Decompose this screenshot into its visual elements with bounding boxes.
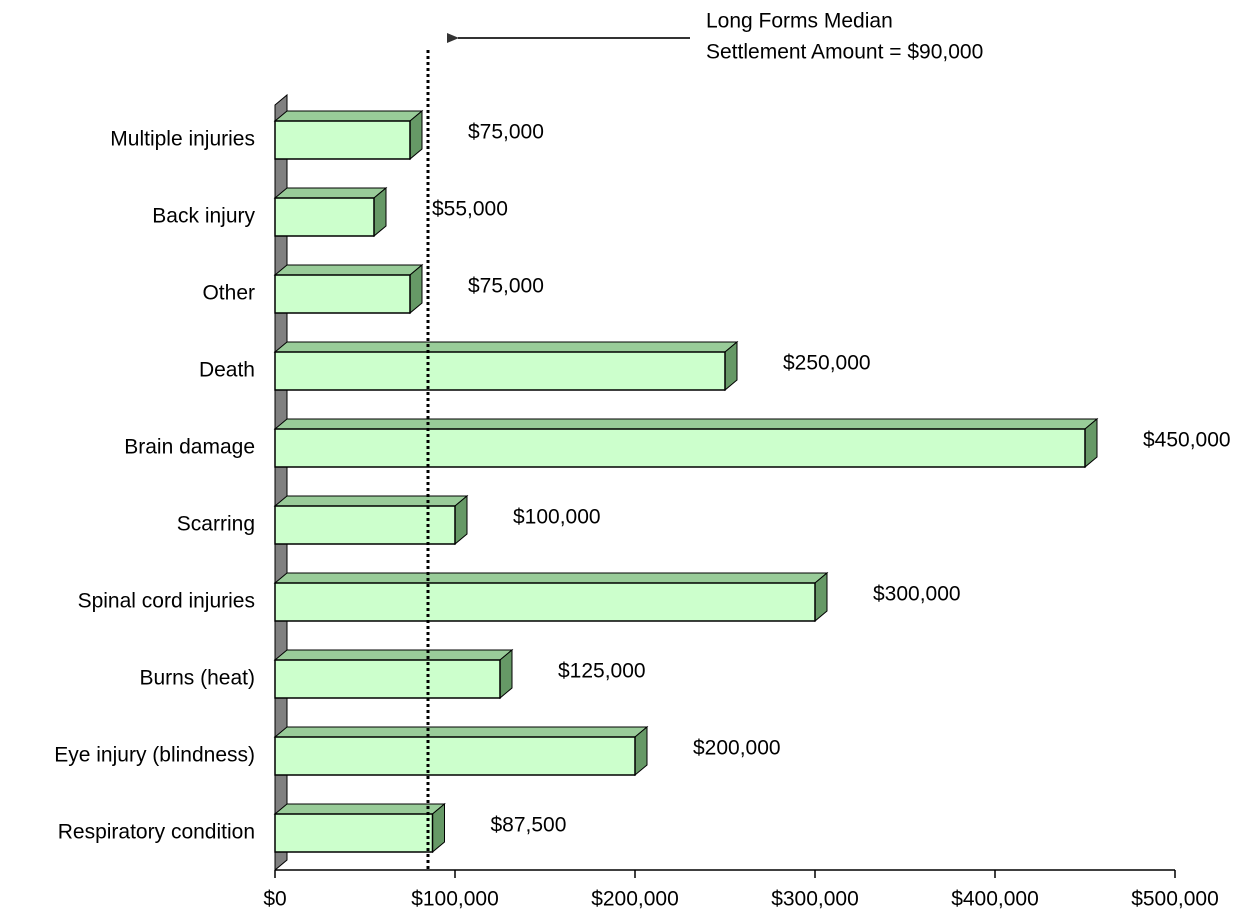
bar	[274, 582, 816, 622]
value-label: $75,000	[468, 121, 544, 144]
y-tick-label: Spinal cord injuries	[78, 590, 255, 613]
value-label: $100,000	[513, 506, 601, 529]
x-tick-label: $100,000	[411, 888, 499, 911]
bar-top	[273, 572, 829, 584]
value-label: $300,000	[873, 583, 961, 606]
bar	[274, 351, 726, 391]
x-tick-label: $0	[263, 888, 286, 911]
bar	[274, 120, 411, 160]
annotation: Long Forms Median	[706, 10, 893, 33]
y-tick-label: Burns (heat)	[139, 667, 255, 690]
bar-top	[273, 726, 649, 738]
bar	[274, 505, 456, 545]
bar	[274, 736, 636, 776]
annotation: Settlement Amount = $90,000	[706, 41, 983, 64]
bar-top	[273, 649, 514, 661]
y-tick-label: Other	[202, 282, 255, 305]
bar	[274, 659, 501, 699]
y-tick-label: Eye injury (blindness)	[54, 744, 255, 767]
value-label: $250,000	[783, 352, 871, 375]
y-tick-label: Back injury	[152, 205, 255, 228]
value-label: $87,500	[491, 814, 567, 837]
x-tick-label: $200,000	[591, 888, 679, 911]
y-tick-label: Scarring	[177, 513, 255, 536]
bar-top	[273, 803, 446, 815]
value-label: $450,000	[1143, 429, 1231, 452]
y-tick-label: Respiratory condition	[58, 821, 255, 844]
y-tick-label: Brain damage	[124, 436, 255, 459]
y-tick-label: Death	[199, 359, 255, 382]
bar	[274, 813, 434, 853]
y-tick-label: Multiple injuries	[110, 128, 255, 151]
bar	[274, 197, 375, 237]
bar-top	[273, 495, 469, 507]
x-tick-label: $500,000	[1131, 888, 1219, 911]
value-label: $75,000	[468, 275, 544, 298]
bar-top	[273, 110, 424, 122]
bar-top	[273, 187, 388, 199]
bar	[274, 428, 1086, 468]
value-label: $55,000	[432, 198, 508, 221]
bar-top	[273, 264, 424, 276]
bar	[274, 274, 411, 314]
bar-top	[273, 341, 739, 353]
value-label: $125,000	[558, 660, 646, 683]
bar-top	[273, 418, 1099, 430]
x-tick-label: $400,000	[951, 888, 1039, 911]
value-label: $200,000	[693, 737, 781, 760]
x-tick-label: $300,000	[771, 888, 859, 911]
